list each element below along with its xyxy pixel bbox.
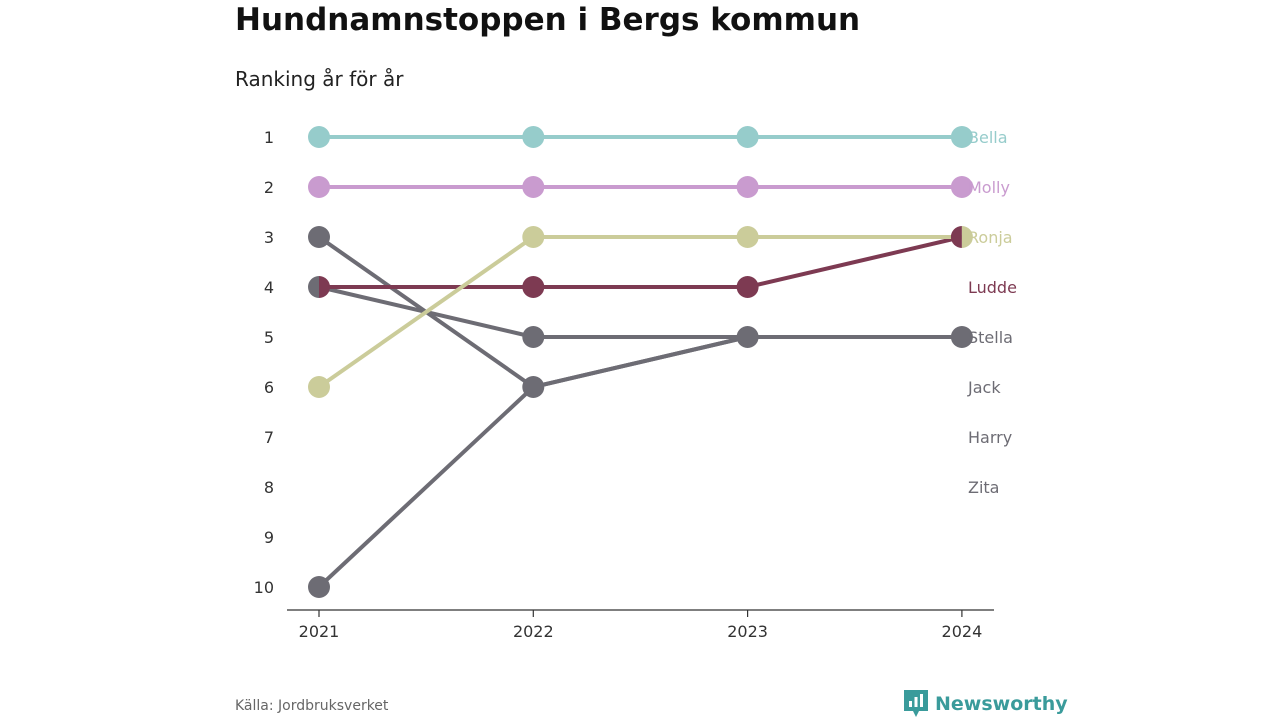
- data-point: [736, 126, 759, 148]
- data-point: [522, 126, 545, 148]
- data-point: [736, 176, 759, 198]
- chart-subtitle: Ranking år för år: [235, 67, 404, 91]
- data-point: [319, 276, 330, 298]
- y-tick-label: 3: [264, 228, 274, 247]
- x-tick-label: 2024: [942, 622, 983, 641]
- y-tick-label: 10: [254, 578, 274, 597]
- y-tick-label: 2: [264, 178, 274, 197]
- y-tick-label: 5: [264, 328, 274, 347]
- data-point: [736, 226, 759, 248]
- series-line: [317, 285, 964, 339]
- x-tick-label: 2022: [513, 622, 554, 641]
- series-line: [317, 235, 964, 289]
- y-tick-label: 4: [264, 278, 274, 297]
- data-point: [950, 326, 973, 348]
- data-point: [522, 226, 545, 248]
- x-tick-label: 2021: [299, 622, 340, 641]
- data-point: [308, 126, 330, 148]
- chart-title: Hundnamnstoppen i Bergs kommun: [235, 2, 861, 38]
- brand-logo[interactable]: Newsworthy: [904, 690, 1068, 718]
- series-end-label: Jack: [967, 378, 1001, 397]
- series-end-label: Stella: [968, 328, 1013, 347]
- data-point: [522, 276, 545, 298]
- newsworthy-logo-icon: [904, 690, 928, 717]
- series-end-label: Molly: [968, 178, 1010, 197]
- data-point: [950, 226, 962, 248]
- data-point: [308, 176, 330, 198]
- series-end-label: Ronja: [968, 228, 1013, 247]
- y-tick-label: 6: [264, 378, 274, 397]
- y-tick-label: 9: [264, 528, 274, 547]
- data-point: [308, 276, 319, 298]
- brand-name: Newsworthy: [935, 693, 1068, 715]
- y-tick-label: 1: [264, 128, 274, 147]
- data-point: [308, 576, 330, 598]
- data-point: [308, 376, 330, 398]
- data-point: [736, 276, 759, 298]
- series-end-label: Ludde: [968, 278, 1017, 297]
- series-end-label: Zita: [968, 478, 999, 497]
- series-end-label: Harry: [968, 428, 1012, 447]
- y-tick-label: 7: [264, 428, 274, 447]
- source-note: Källa: Jordbruksverket: [235, 698, 389, 714]
- series-end-label: Bella: [968, 128, 1008, 147]
- x-tick-label: 2023: [727, 622, 768, 641]
- data-point: [736, 326, 759, 348]
- series-line: [317, 335, 964, 589]
- data-point: [308, 226, 330, 248]
- data-point: [950, 126, 973, 148]
- data-point: [950, 176, 973, 198]
- y-tick-label: 8: [264, 478, 274, 497]
- data-point: [522, 176, 545, 198]
- data-point: [522, 376, 545, 398]
- series-line: [317, 235, 964, 389]
- data-point: [961, 226, 973, 248]
- data-point: [522, 326, 545, 348]
